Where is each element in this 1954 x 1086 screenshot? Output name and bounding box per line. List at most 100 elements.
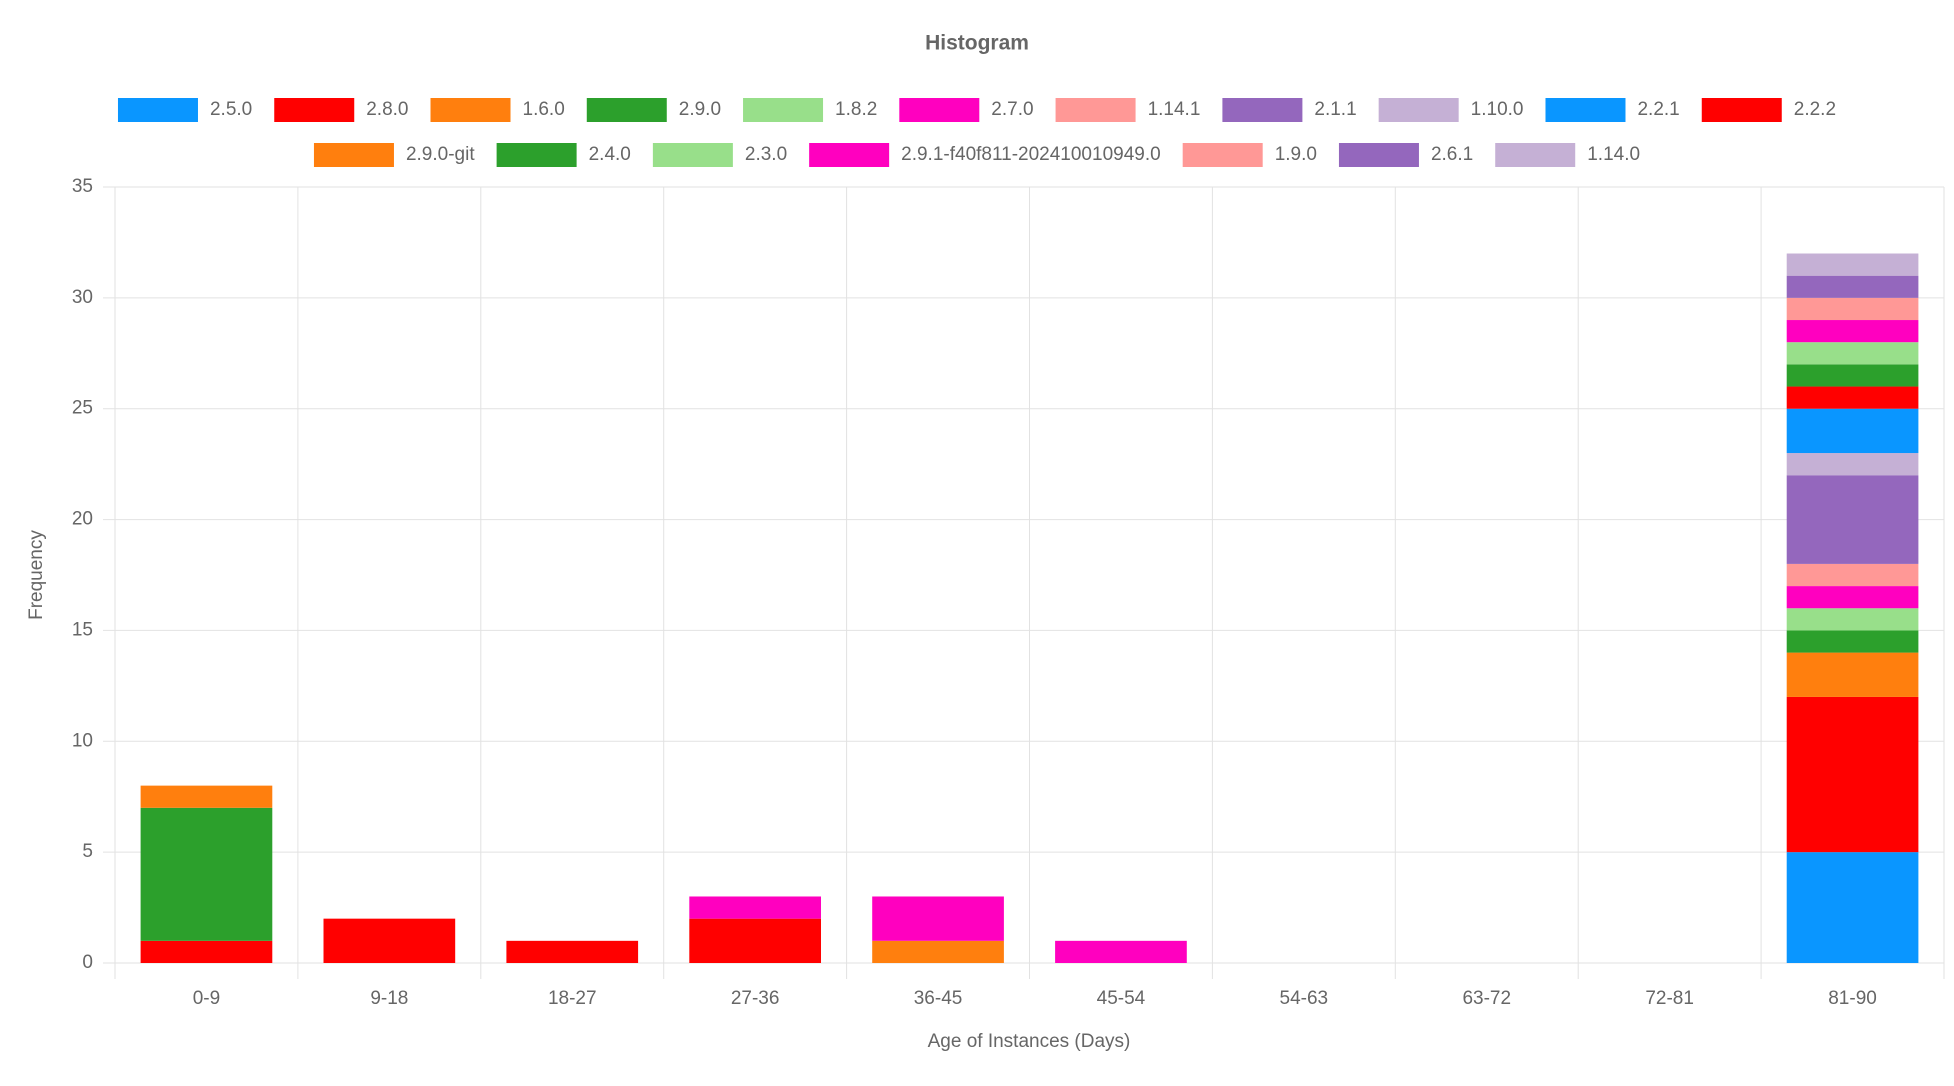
legend-label: 2.5.0 [210,99,252,120]
legend-item: 2.9.1-f40f811-202410010949.0 [809,143,1161,167]
y-tick-label: 25 [72,398,93,419]
y-tick-label: 10 [72,730,93,751]
legend-label: 2.4.0 [589,144,631,165]
legend-swatch [496,143,577,167]
legend-swatch [1055,98,1136,122]
legend-swatch [652,143,733,167]
x-tick-label: 72-81 [1645,988,1694,1009]
legend-item: 2.9.0 [586,98,721,122]
y-tick-label: 35 [72,176,93,197]
y-tick-label: 20 [72,509,93,530]
bar-segment [1055,940,1187,963]
legend-label: 1.14.1 [1148,99,1201,120]
x-tick-label: 27-36 [731,988,780,1009]
legend-swatch [313,143,394,167]
bar-segment [323,918,456,963]
bar-segment [689,918,821,963]
legend-item: 2.5.0 [117,98,252,122]
legend-swatch [586,98,667,122]
y-tick-label: 0 [82,952,93,973]
legend-item: 1.9.0 [1182,143,1317,167]
legend-label: 1.10.0 [1471,99,1524,120]
legend-swatch [1545,98,1626,122]
legend-label: 2.9.1-f40f811-202410010949.0 [901,144,1161,165]
x-tick-label: 36-45 [914,988,963,1009]
legend-swatch [1222,98,1303,122]
legend-item: 2.3.0 [652,143,787,167]
legend-item: 1.14.1 [1055,98,1201,122]
bar-segment [1786,453,1919,476]
legend-label: 1.9.0 [1275,144,1317,165]
legend-label: 2.3.0 [745,144,787,165]
legend-item: 2.6.1 [1338,143,1473,167]
legend-item: 2.1.1 [1222,98,1357,122]
bar-segment [1786,652,1919,697]
x-axis-title: Age of Instances (Days) [928,1031,1131,1052]
legend-item: 2.8.0 [274,98,409,122]
bar-segment [1786,297,1919,321]
bar-segment [140,785,273,808]
legend-label: 1.14.0 [1587,144,1640,165]
legend-swatch [117,98,198,122]
bar-segment [140,940,273,963]
legend-item: 2.2.1 [1545,98,1680,122]
legend-swatch [1378,98,1459,122]
bar-segment [1786,586,1919,609]
legend-swatch [809,143,890,167]
legend-label: 2.6.1 [1431,144,1473,165]
bar-segment [1786,408,1919,454]
legend-swatch [1701,98,1782,122]
legend-item: 2.7.0 [899,98,1034,122]
x-tick-label: 18-27 [548,988,597,1009]
bar-segment [1786,253,1919,276]
legend-swatch [430,98,511,122]
chart-title: Histogram [925,32,1029,55]
bar-segment [1786,342,1919,365]
y-tick-label: 15 [72,619,93,640]
legend-label: 1.8.2 [835,99,877,120]
legend-swatch [899,98,980,122]
legend-label: 2.7.0 [991,99,1033,120]
bar-segment [689,896,821,919]
legend-item: 2.2.2 [1701,98,1836,122]
legend-label: 2.1.1 [1314,99,1356,120]
legend-swatch [743,98,824,122]
legend-item: 2.9.0-git [313,143,475,167]
x-tick-label: 45-54 [1097,988,1146,1009]
legend-item: 1.6.0 [430,98,565,122]
bar-segment [872,940,1004,963]
bar-segment [1786,608,1919,631]
x-tick-label: 0-9 [193,988,220,1009]
x-tick-label: 9-18 [370,988,408,1009]
legend-label: 2.2.2 [1794,99,1836,120]
x-tick-label: 63-72 [1462,988,1511,1009]
bar-segment [1786,563,1919,587]
y-tick-label: 5 [82,841,93,862]
bar-segment [1786,364,1919,387]
legend-label: 2.9.0-git [406,144,475,165]
x-tick-label: 54-63 [1280,988,1329,1009]
bar-segment [1786,275,1919,298]
bar-segment [872,896,1004,941]
y-axis-title: Frequency [26,530,47,620]
bar-segment [1786,475,1919,564]
bar-segment [1786,630,1919,653]
legend-label: 2.8.0 [366,99,408,120]
legend-item: 1.14.0 [1495,143,1640,167]
legend-swatch [1495,143,1576,167]
legend-item: 2.4.0 [496,143,631,167]
legend-swatch [1338,143,1419,167]
legend-label: 1.6.0 [523,99,565,120]
x-tick-label: 81-90 [1828,988,1877,1009]
bar-segment [506,940,639,963]
bar-segment [1786,696,1919,853]
legend-label: 2.9.0 [679,99,721,120]
legend-item: 1.8.2 [743,98,877,122]
legend-item: 1.10.0 [1378,98,1524,122]
legend-swatch [1182,143,1263,167]
legend-swatch [274,98,355,122]
legend-label: 2.2.1 [1637,99,1679,120]
bar-segment [1786,320,1919,343]
bar-segment [1786,386,1919,409]
